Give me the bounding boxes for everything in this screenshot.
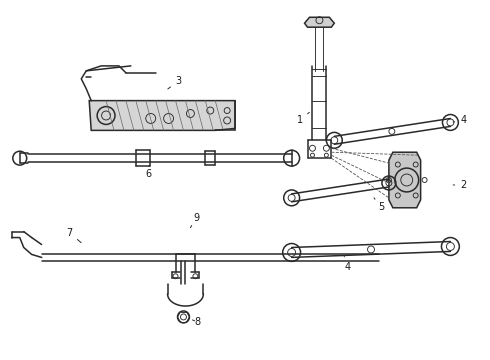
Text: 5: 5 bbox=[374, 198, 384, 212]
Text: 8: 8 bbox=[193, 317, 200, 327]
Text: 4: 4 bbox=[344, 256, 350, 272]
Text: 3: 3 bbox=[168, 76, 182, 89]
Text: 7: 7 bbox=[66, 228, 81, 243]
Polygon shape bbox=[389, 152, 420, 208]
Text: 6: 6 bbox=[146, 166, 152, 179]
Polygon shape bbox=[89, 100, 235, 130]
Text: 2: 2 bbox=[453, 180, 466, 190]
Text: 4: 4 bbox=[453, 116, 466, 126]
Text: 1: 1 bbox=[296, 112, 309, 126]
Text: 9: 9 bbox=[191, 213, 199, 228]
Polygon shape bbox=[305, 17, 334, 27]
